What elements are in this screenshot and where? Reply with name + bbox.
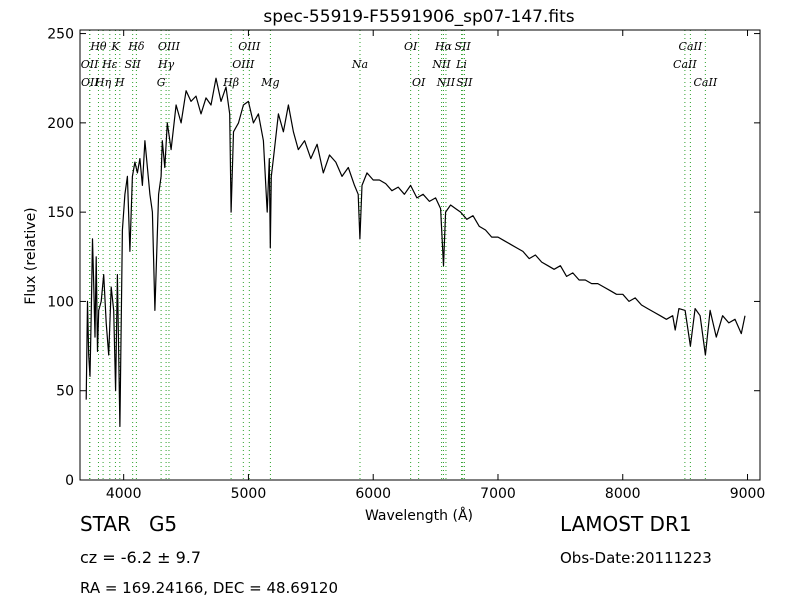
line-label-17: OI	[404, 40, 418, 53]
line-label-25: CaII	[673, 58, 697, 71]
y-tick-label-4: 200	[47, 116, 74, 132]
line-label-19: NII	[431, 58, 451, 71]
line-label-3: Hη	[94, 76, 112, 89]
x-tick-label-4: 8000	[605, 486, 641, 502]
y-tick-label-0: 0	[65, 473, 74, 489]
line-label-11: OIII	[158, 40, 181, 53]
line-label-5: K	[110, 40, 120, 53]
y-tick-label-1: 50	[56, 384, 74, 400]
x-tick-label-0: 4000	[106, 486, 142, 502]
observation-date: Obs-Date:20111223	[560, 549, 712, 567]
object-class: STAR	[80, 512, 131, 536]
x-tick-label-3: 7000	[480, 486, 516, 502]
x-tick-label-5: 9000	[730, 486, 766, 502]
line-label-13: OIII	[232, 58, 255, 71]
y-axis-label: Flux (relative)	[23, 207, 39, 304]
line-label-9: G	[157, 76, 166, 89]
line-label-20: Hα	[434, 40, 453, 53]
line-label-7: SII	[125, 58, 142, 71]
x-tick-label-2: 6000	[355, 486, 391, 502]
coordinates: RA = 169.24166, DEC = 48.69120	[80, 579, 339, 597]
line-label-23: SII	[455, 40, 472, 53]
redshift-value: cz = -6.2 ± 9.7	[80, 548, 202, 567]
x-tick-label-1: 5000	[231, 486, 267, 502]
y-tick-label-3: 150	[47, 205, 74, 221]
line-label-8: Hδ	[127, 40, 145, 53]
line-label-24: SII	[456, 76, 473, 89]
y-tick-label-5: 250	[47, 27, 74, 43]
line-label-1: OII	[81, 76, 99, 89]
line-label-22: Li	[455, 58, 467, 71]
survey-name: LAMOST DR1	[560, 512, 692, 536]
plot-frame	[79, 29, 761, 481]
spectrum-line	[85, 77, 746, 427]
line-label-6: H	[114, 76, 125, 89]
line-label-15: Mg	[260, 76, 279, 89]
object-classification: STAR G5	[80, 512, 177, 536]
x-axis-label: Wavelength (Å)	[365, 507, 473, 524]
line-label-21: NII	[436, 76, 456, 89]
line-label-4: Hε	[101, 58, 118, 71]
line-label-0: OII	[81, 58, 99, 71]
line-label-10: Hγ	[157, 58, 175, 71]
line-label-26: CaII	[679, 40, 703, 53]
spectrum-series	[85, 77, 746, 427]
line-labels: OIIOIIHθHηHεKHSIIHδGHγOIIIHβOIIIOIIIMgNa…	[81, 40, 718, 89]
line-label-2: Hθ	[89, 40, 107, 53]
line-label-18: OI	[412, 76, 426, 89]
axes: 4000 5000 6000 7000 8000 9000 0 50 100 150 200 250	[47, 27, 765, 502]
line-markers	[89, 30, 706, 480]
line-label-16: Na	[351, 58, 368, 71]
chart-title: spec-55919-F5591906_sp07-147.fits	[263, 7, 574, 27]
line-label-12: Hβ	[222, 76, 239, 89]
line-label-27: CaII	[694, 76, 718, 89]
y-tick-label-2: 100	[47, 294, 74, 310]
object-subclass: G5	[148, 512, 178, 536]
line-label-14: OIII	[238, 40, 261, 53]
